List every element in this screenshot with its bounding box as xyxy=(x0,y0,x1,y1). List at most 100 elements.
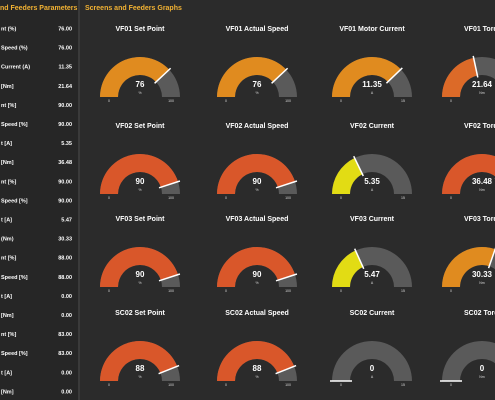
row-value: 0.00 xyxy=(61,313,72,319)
row-value: 0.00 xyxy=(61,294,72,300)
row-value: 76.00 xyxy=(58,26,72,32)
gauge-value xyxy=(217,57,287,97)
left-panel xyxy=(0,0,78,400)
gauge-needle xyxy=(275,180,298,189)
gauge-value xyxy=(100,56,170,97)
gauge-min: 0 xyxy=(108,99,110,103)
row-label: nt [%] xyxy=(1,256,16,262)
gauge-max: 100 xyxy=(285,99,291,103)
gauge-unit: A xyxy=(371,281,374,285)
row-label: nt [%] xyxy=(1,103,16,109)
gauge-needle xyxy=(353,155,364,177)
gauge-unit: Nm xyxy=(479,375,485,379)
gauge-unit: Nm xyxy=(479,188,485,192)
row-value: 5.47 xyxy=(61,217,72,223)
gauge-value xyxy=(442,247,495,287)
gauge-value-label: 90 xyxy=(253,270,262,279)
gauge-unit: A xyxy=(371,188,374,192)
row-value: 76.00 xyxy=(58,46,72,52)
gauge-value-label: 88 xyxy=(136,364,145,373)
row-label: Speed [%] xyxy=(1,351,28,357)
gauge-min: 0 xyxy=(340,383,342,387)
row-label: [Nm] xyxy=(1,84,14,90)
row-value: 90.00 xyxy=(58,179,72,185)
gauge-needle xyxy=(472,55,479,78)
gauge-unit: % xyxy=(138,281,141,285)
gauge-title: VF02 Current xyxy=(350,123,395,130)
gauge-value-label: 0 xyxy=(370,364,375,373)
gauge-max: 15 xyxy=(401,99,405,103)
gauge-needle xyxy=(158,180,181,189)
gauge-unit: % xyxy=(138,91,141,95)
row-value: 36.48 xyxy=(58,160,72,166)
row-value: 90.00 xyxy=(58,198,72,204)
gauge-title: SC02 Actual Speed xyxy=(225,310,289,317)
row-value: 83.00 xyxy=(58,351,72,357)
gauge-track xyxy=(442,340,495,381)
gauge-unit: Nm xyxy=(479,281,485,285)
gauge-min: 0 xyxy=(450,289,452,293)
divider xyxy=(78,0,80,400)
gauge-value xyxy=(217,247,296,287)
gauge-title: VF03 Actual Speed xyxy=(226,216,289,223)
row-value: 21.64 xyxy=(58,84,73,90)
gauge-value-label: 21.64 xyxy=(472,80,493,89)
gauge-max: 15 xyxy=(401,383,405,387)
gauge-value-label: 90 xyxy=(136,270,145,279)
gauge-value-label: 0 xyxy=(480,364,485,373)
gauge-needle xyxy=(154,67,172,84)
gauge-title: VF03 Set Point xyxy=(115,216,165,223)
row-label: Speed [%] xyxy=(1,122,28,128)
row-label: nt [%] xyxy=(1,179,16,185)
row-value: 30.33 xyxy=(58,237,72,243)
gauge-max: 100 xyxy=(168,99,174,103)
row-label: [Nm] xyxy=(1,160,14,166)
gauge-max: 15 xyxy=(401,196,405,200)
row-value: 88.00 xyxy=(58,256,72,262)
gauge-track xyxy=(332,340,412,381)
row-value: 0.00 xyxy=(61,370,72,376)
row-label: t [A] xyxy=(1,370,12,376)
row-label: Current (A) xyxy=(1,65,30,71)
gauge-value-label: 36.48 xyxy=(472,177,493,186)
gauge-min: 0 xyxy=(225,289,227,293)
row-value: 88.00 xyxy=(58,275,72,281)
gauge-title: SC02 Torqu xyxy=(464,310,495,317)
gauge-min: 0 xyxy=(108,289,110,293)
gauge-needle xyxy=(275,364,297,375)
gauge-title: VF01 Torqu xyxy=(464,26,495,33)
gauge-unit: % xyxy=(255,188,258,192)
gauge-value-label: 5.35 xyxy=(364,177,380,186)
gauge-max: 100 xyxy=(168,383,174,387)
row-value: 90.00 xyxy=(58,122,72,128)
gauge-value xyxy=(442,154,495,194)
row-label: t [A] xyxy=(1,141,12,147)
row-label: t [A] xyxy=(1,217,12,223)
gauge-title: VF01 Motor Current xyxy=(339,26,405,33)
gauge-value xyxy=(332,157,363,194)
gauge-value xyxy=(332,56,401,97)
gauge-min: 0 xyxy=(340,289,342,293)
gauge-title: VF03 Torqu xyxy=(464,216,495,223)
gauge-title: SC02 Set Point xyxy=(115,310,165,317)
gauge-max: 100 xyxy=(168,289,174,293)
gauge-value xyxy=(99,153,179,194)
gauge-max: 100 xyxy=(285,383,291,387)
row-label: t [A] xyxy=(1,294,12,300)
gauge-value xyxy=(99,246,179,287)
gauge-unit: A xyxy=(371,375,374,379)
gauge-min: 0 xyxy=(340,196,342,200)
gauge-unit: % xyxy=(138,188,141,192)
gauge-value-label: 30.33 xyxy=(472,270,493,279)
gauge-title: VF02 Actual Speed xyxy=(226,123,289,130)
graphs-title: Screens and Feeders Graphs xyxy=(85,5,182,12)
gauge-value xyxy=(332,250,363,287)
row-label: nt [%] xyxy=(1,332,16,338)
row-label: (Nm) xyxy=(1,237,14,243)
gauge-title: VF02 Set Point xyxy=(115,123,165,130)
gauge-title: SC02 Current xyxy=(350,310,395,317)
gauge-unit: Nm xyxy=(479,91,485,95)
gauge-needle xyxy=(158,364,180,375)
gauge-min: 0 xyxy=(450,383,452,387)
gauge-value-label: 88 xyxy=(253,364,262,373)
